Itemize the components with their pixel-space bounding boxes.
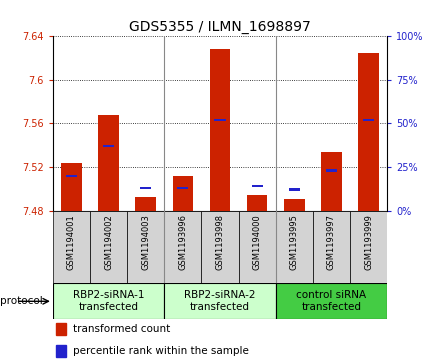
Bar <box>103 145 114 147</box>
Text: GSM1194001: GSM1194001 <box>67 214 76 270</box>
Bar <box>363 119 374 121</box>
Bar <box>98 115 119 211</box>
Bar <box>202 211 238 283</box>
Bar <box>289 188 300 191</box>
Bar <box>350 211 387 283</box>
Text: GSM1193997: GSM1193997 <box>327 214 336 270</box>
Text: GSM1193995: GSM1193995 <box>290 214 299 270</box>
Bar <box>326 169 337 172</box>
Bar <box>127 211 164 283</box>
Bar <box>164 211 202 283</box>
Bar <box>177 187 188 189</box>
Bar <box>140 187 151 189</box>
Bar <box>252 185 263 187</box>
Text: transformed count: transformed count <box>73 325 170 334</box>
Bar <box>90 211 127 283</box>
Text: control siRNA
transfected: control siRNA transfected <box>297 290 367 313</box>
Bar <box>164 283 276 319</box>
Bar <box>214 119 226 121</box>
Bar <box>172 176 193 211</box>
Text: GSM1194003: GSM1194003 <box>141 214 150 270</box>
Text: RBP2-siRNA-1
transfected: RBP2-siRNA-1 transfected <box>73 290 144 313</box>
Bar <box>56 323 66 335</box>
Bar <box>247 195 268 211</box>
Bar <box>321 152 342 211</box>
Bar <box>276 211 313 283</box>
Text: GSM1194002: GSM1194002 <box>104 214 113 270</box>
Bar <box>313 211 350 283</box>
Text: protocol: protocol <box>0 296 43 306</box>
Bar <box>136 197 156 211</box>
Bar <box>53 283 164 319</box>
Bar <box>238 211 276 283</box>
Bar <box>66 175 77 177</box>
Bar <box>276 283 387 319</box>
Text: GSM1193999: GSM1193999 <box>364 214 373 270</box>
Bar <box>53 211 90 283</box>
Bar <box>61 163 81 211</box>
Bar <box>56 346 66 356</box>
Text: percentile rank within the sample: percentile rank within the sample <box>73 346 249 356</box>
Bar <box>210 49 230 211</box>
Text: GSM1193998: GSM1193998 <box>216 214 224 270</box>
Title: GDS5355 / ILMN_1698897: GDS5355 / ILMN_1698897 <box>129 20 311 34</box>
Text: RBP2-siRNA-2
transfected: RBP2-siRNA-2 transfected <box>184 290 256 313</box>
Bar <box>359 53 379 211</box>
Bar <box>284 199 304 211</box>
Text: GSM1193996: GSM1193996 <box>178 214 187 270</box>
Text: GSM1194000: GSM1194000 <box>253 214 262 270</box>
